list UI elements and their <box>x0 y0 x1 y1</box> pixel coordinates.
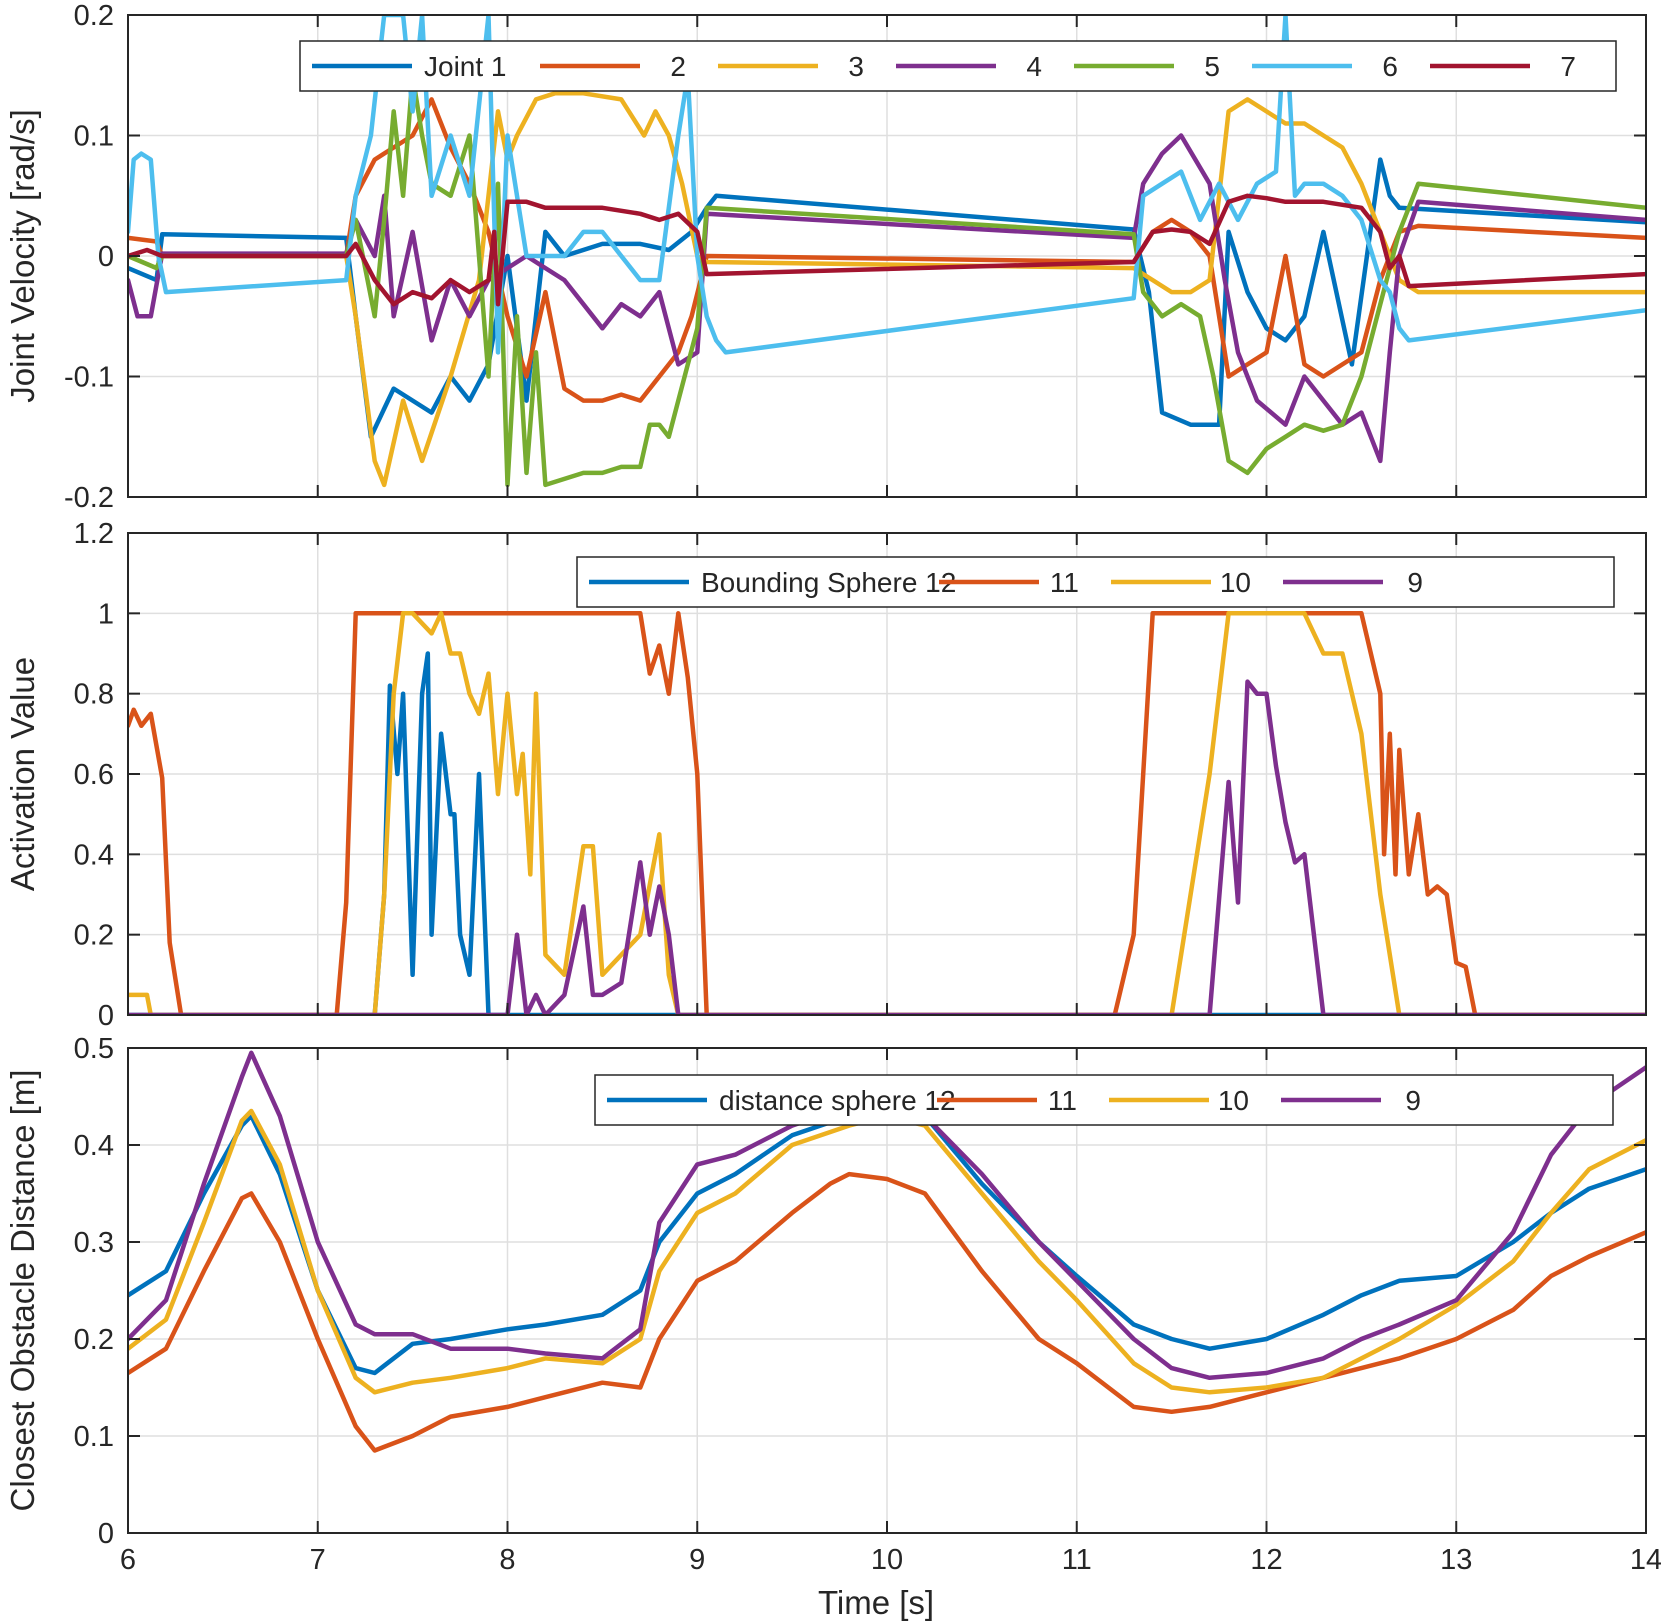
y-tick-label: 1 <box>98 598 114 630</box>
legend-label: Bounding Sphere 12 <box>701 567 956 598</box>
y-tick-label: 0.8 <box>74 679 114 711</box>
series-line-velocity-7 <box>128 193 1646 307</box>
legend-label: 2 <box>670 51 686 82</box>
activation-axes: 0 0.2 0.4 0.6 0.8 1 1.2 Activation Value Boundin… <box>4 518 1647 1032</box>
y-tick-label: 0 <box>98 241 114 273</box>
legend: Bounding Sphere 12 11 10 9 <box>576 556 1615 608</box>
y-tick-label: 0.2 <box>74 920 114 952</box>
y-tick-label: 0.4 <box>74 1130 114 1162</box>
legend-label: 6 <box>1382 51 1398 82</box>
legend-label: distance sphere 12 <box>719 1085 956 1116</box>
y-tick-label: 0.2 <box>74 1324 114 1356</box>
series-group <box>128 15 1646 488</box>
y-tick-label: -0.2 <box>64 482 114 514</box>
legend-label: 5 <box>1204 51 1220 82</box>
legend: Joint 1 2 3 4 5 6 7 <box>299 40 1617 92</box>
x-tick-label: 7 <box>310 1544 326 1576</box>
legend-label: 9 <box>1407 567 1423 598</box>
x-tick-label: 6 <box>120 1544 136 1576</box>
legend-label: 10 <box>1220 567 1251 598</box>
x-tick-label: 10 <box>871 1544 903 1576</box>
series-line-activation-2 <box>128 611 1646 1015</box>
series-line-velocity-3 <box>128 91 1646 488</box>
y-tick-label: 0.1 <box>74 1421 114 1453</box>
y-tick-label: 0 <box>98 1518 114 1550</box>
y-tick-label: 1.2 <box>74 518 114 550</box>
y-axis-label: Joint Velocity [rad/s] <box>4 109 41 402</box>
legend-label: 11 <box>1050 567 1079 598</box>
y-tick-label: 0.4 <box>74 839 114 871</box>
legend-box <box>594 1074 1614 1126</box>
legend-box <box>576 556 1615 608</box>
y-tick-label: 0 <box>98 1000 114 1032</box>
y-axis-label: Closest Obstacle Distance [m] <box>4 1070 41 1512</box>
series-group <box>128 611 1646 1015</box>
y-tick-label: 0.1 <box>74 121 114 153</box>
legend-label: 10 <box>1218 1085 1249 1116</box>
y-tick-label: -0.1 <box>64 362 114 394</box>
x-tick-label: 8 <box>499 1544 515 1576</box>
velocity-axes: -0.2 -0.1 0 0.1 0.2 Joint Velocity [rad/s] Joi… <box>4 0 1647 514</box>
legend: distance sphere 12 11 10 9 <box>594 1074 1614 1126</box>
distance-axes: 0 0.1 0.2 0.3 0.4 0.5 6 7 8 9 10 11 12 13 14 Closest Ob… <box>4 1033 1661 1576</box>
legend-label: 4 <box>1026 51 1042 82</box>
series-line-distance-3 <box>128 1108 1646 1395</box>
series-line-distance-2 <box>128 1171 1646 1453</box>
x-tick-label: 12 <box>1250 1544 1282 1576</box>
legend-label: 7 <box>1560 51 1576 82</box>
x-tick-label: 9 <box>689 1544 705 1576</box>
x-tick-label: 13 <box>1440 1544 1472 1576</box>
x-tick-label: 11 <box>1062 1544 1092 1576</box>
series-line-activation-3 <box>128 611 1646 1015</box>
x-axis-label: Time [s] <box>818 1584 934 1621</box>
x-tick-label: 14 <box>1630 1544 1661 1576</box>
y-tick-label: 0.5 <box>74 1033 114 1065</box>
y-tick-label: 0.3 <box>74 1227 114 1259</box>
y-tick-label: 0.6 <box>74 759 114 791</box>
legend-label: 3 <box>848 51 864 82</box>
y-tick-label: 0.2 <box>74 0 114 32</box>
legend-label: 11 <box>1048 1085 1077 1116</box>
legend-label: 9 <box>1405 1085 1421 1116</box>
series-line-activation-4 <box>128 679 1646 1015</box>
series-line-velocity-5 <box>128 73 1646 488</box>
y-axis-label: Activation Value <box>4 657 41 891</box>
legend-label: Joint 1 <box>424 51 507 82</box>
